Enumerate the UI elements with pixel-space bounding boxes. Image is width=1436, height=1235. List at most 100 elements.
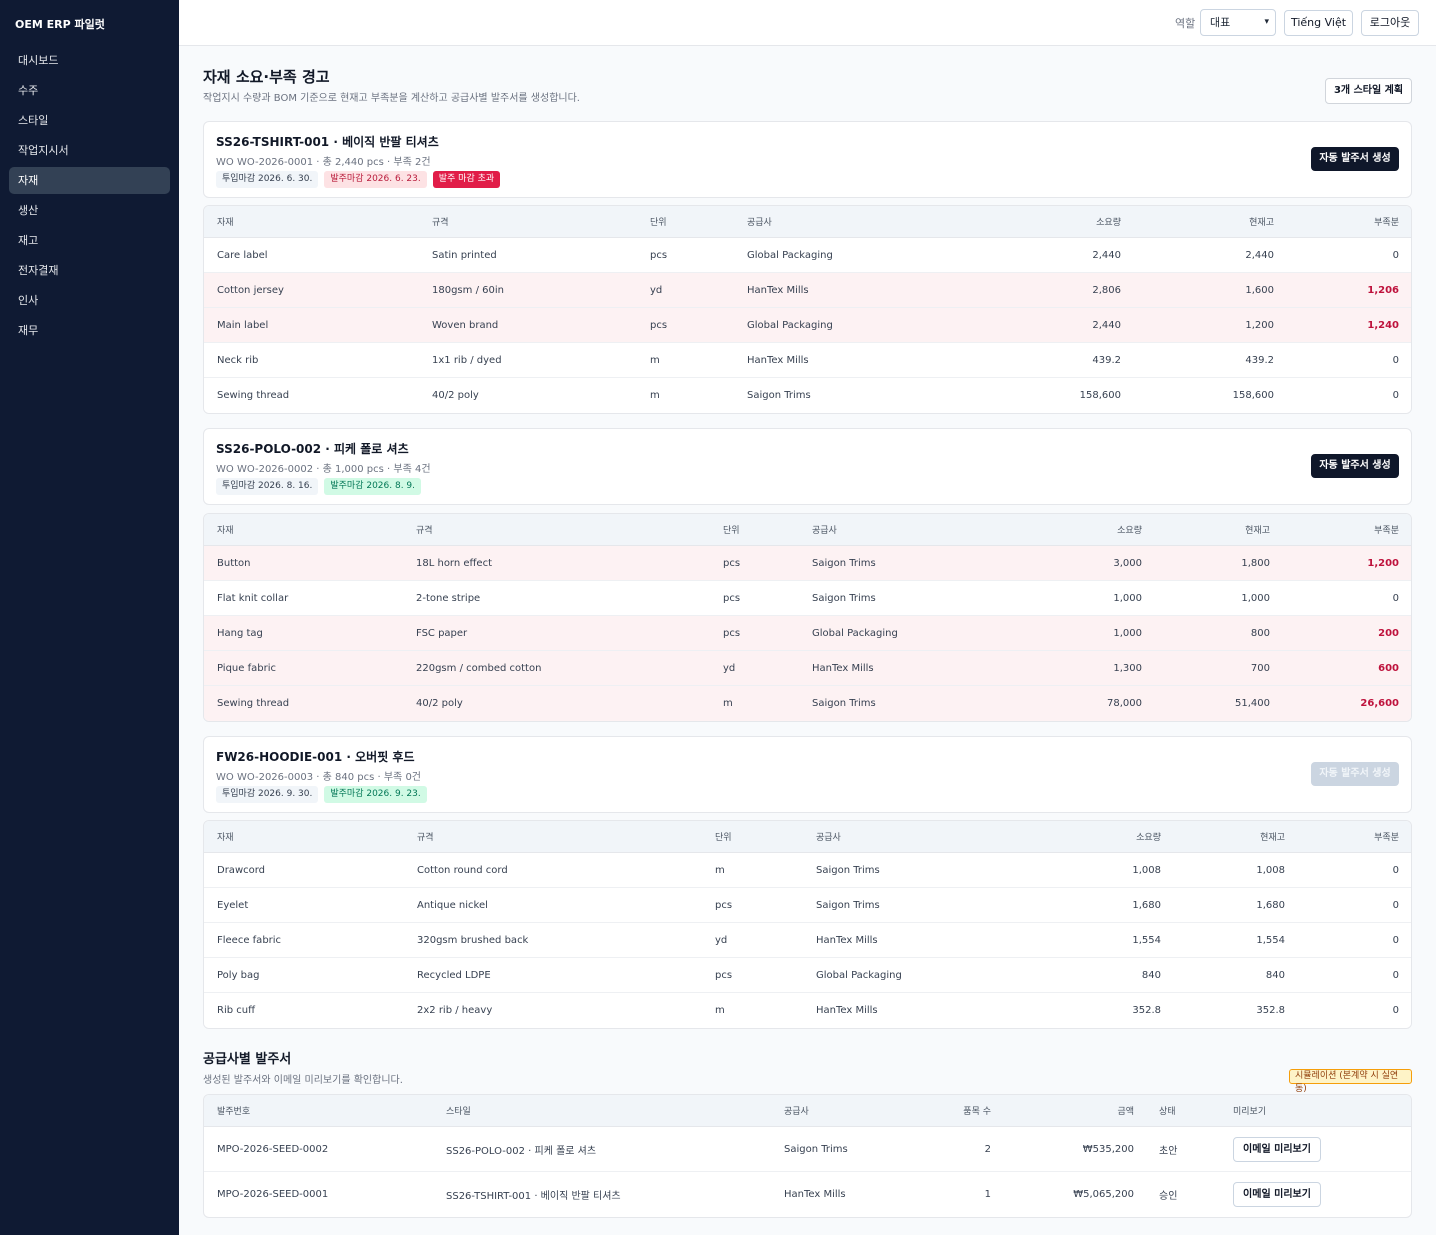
table-row: Care label Satin printed pcs Global Packagi… xyxy=(204,238,1411,273)
cell-shortage: 0 xyxy=(1392,249,1399,261)
po-table-header: 발주번호 스타일 공급사 품목 수 금액 상태 미리보기 xyxy=(204,1095,1411,1127)
cell-shortage: 1,206 xyxy=(1367,284,1399,296)
cell-supplier: Global Packaging xyxy=(816,969,902,981)
language-button[interactable]: Tiếng Việt xyxy=(1284,10,1353,36)
cell-unit: pcs xyxy=(723,592,741,604)
cell-spec: Antique nickel xyxy=(417,899,488,911)
cell-unit: pcs xyxy=(715,969,733,981)
cell-required: 158,600 xyxy=(1079,390,1121,401)
cell-supplier: Global Packaging xyxy=(747,249,833,261)
sidebar-item[interactable]: 작업지시서 xyxy=(18,144,69,157)
table-row: Button 18L horn effect pcs Saigon Trims 3,00… xyxy=(204,546,1411,581)
cell-material: Rib cuff xyxy=(217,1005,255,1016)
sidebar-item[interactable]: 재무 xyxy=(18,324,39,337)
cell-required: 1,000 xyxy=(1113,592,1142,604)
table-row: MPO-2026-SEED-0002 SS26-POLO-002 · 피케 폴로 … xyxy=(204,1127,1411,1172)
col-stock: 현재고 xyxy=(1245,526,1270,536)
col-supplier: 공급사 xyxy=(812,526,837,536)
table-row: Main label Woven brand pcs Global Packaging… xyxy=(204,308,1411,343)
role-select[interactable]: 대표 ▾ xyxy=(1200,9,1276,36)
sidebar-item[interactable]: 인사 xyxy=(18,294,39,307)
cell-required: 2,806 xyxy=(1092,284,1121,296)
plan-pills: 투입마감 2026. 9. 30. 발주마감 2026. 9. 23. xyxy=(216,786,427,803)
cell-required: 1,000 xyxy=(1113,627,1142,639)
table-row: Fleece fabric 320gsm brushed back yd HanTex… xyxy=(204,923,1411,958)
topbar: 역할 대표 ▾ Tiếng Việt 로그아웃 xyxy=(179,0,1436,46)
cell-status: 초안 xyxy=(1159,1145,1178,1157)
cell-unit: pcs xyxy=(715,899,733,911)
sidebar-item[interactable]: 수주 xyxy=(18,84,39,97)
col-unit: 단위 xyxy=(723,526,740,536)
plan-count-badge: 3개 스타일 계획 xyxy=(1325,78,1412,104)
cell-shortage: 26,600 xyxy=(1360,698,1399,709)
cell-shortage: 0 xyxy=(1392,1005,1399,1016)
cell-material: Main label xyxy=(217,319,269,331)
cell-material: Button xyxy=(217,557,251,569)
table-row: Pique fabric 220gsm / combed cotton yd HanT… xyxy=(204,651,1411,686)
plan-meta: WO WO-2026-0002 · 총 1,000 pcs · 부족 4건 xyxy=(216,464,431,475)
cell-material: Hang tag xyxy=(217,627,263,639)
plan-meta: WO WO-2026-0001 · 총 2,440 pcs · 부족 2건 xyxy=(216,157,431,168)
cell-supplier: Saigon Trims xyxy=(816,899,880,911)
cell-supplier: HanTex Mills xyxy=(747,284,809,296)
deadline-pill: 발주마감 2026. 6. 23. xyxy=(324,171,427,188)
plan-pills: 투입마감 2026. 8. 16. 발주마감 2026. 8. 9. xyxy=(216,478,422,495)
sidebar-item[interactable]: 대시보드 xyxy=(18,54,59,67)
cell-spec: Cotton round cord xyxy=(417,864,508,876)
cell-material: Poly bag xyxy=(217,969,260,981)
cell-spec: Recycled LDPE xyxy=(417,969,491,981)
cell-required: 840 xyxy=(1141,969,1161,981)
col-style: 스타일 xyxy=(446,1107,471,1117)
col-spec: 규격 xyxy=(417,833,434,843)
sidebar-item[interactable]: 재고 xyxy=(18,234,39,247)
cell-style: SS26-POLO-002 · 피케 폴로 셔츠 xyxy=(446,1145,597,1157)
cell-required: 352.8 xyxy=(1132,1005,1161,1016)
cell-material: Flat knit collar xyxy=(217,592,289,604)
logout-button[interactable]: 로그아웃 xyxy=(1361,10,1419,36)
sidebar-item[interactable]: 생산 xyxy=(18,204,39,217)
sidebar-item[interactable]: 자재 xyxy=(9,167,170,194)
po-table: 발주번호 스타일 공급사 품목 수 금액 상태 미리보기 MPO-2026-SE… xyxy=(203,1094,1412,1218)
material-table-header: 자재 규격 단위 공급사 소요량 현재고 부족분 xyxy=(204,821,1411,853)
cell-shortage: 1,200 xyxy=(1367,557,1399,569)
email-preview-button[interactable]: 이메일 미리보기 xyxy=(1233,1182,1321,1207)
cell-unit: m xyxy=(723,698,733,709)
cell-spec: 2x2 rib / heavy xyxy=(417,1005,493,1016)
col-supplier: 공급사 xyxy=(816,833,841,843)
cell-unit: yd xyxy=(715,934,728,946)
deadline-pill: 발주마감 2026. 9. 23. xyxy=(324,786,427,803)
page-title: 자재 소요·부족 경고 xyxy=(203,68,330,86)
deadline-pill: 발주 마감 초과 xyxy=(432,171,501,188)
cell-supplier: Saigon Trims xyxy=(816,864,880,876)
table-row: Eyelet Antique nickel pcs Saigon Trims 1,680… xyxy=(204,888,1411,923)
table-row: Hang tag FSC paper pcs Global Packaging 1,00… xyxy=(204,616,1411,651)
cell-spec: Satin printed xyxy=(432,249,497,261)
cell-spec: 320gsm brushed back xyxy=(417,934,529,946)
cell-unit: m xyxy=(650,390,660,401)
auto-po-button[interactable]: 자동 발주서 생성 xyxy=(1311,147,1399,171)
col-shortage: 부족분 xyxy=(1374,833,1399,843)
auto-po-button[interactable]: 자동 발주서 생성 xyxy=(1311,454,1399,478)
po-section-title: 공급사별 발주서 xyxy=(203,1052,292,1067)
cell-unit: m xyxy=(650,354,660,366)
col-stock: 현재고 xyxy=(1249,218,1274,228)
cell-shortage: 1,240 xyxy=(1367,319,1399,331)
cell-stock: 158,600 xyxy=(1232,390,1274,401)
cell-required: 1,300 xyxy=(1113,662,1142,674)
col-required: 소요량 xyxy=(1117,526,1142,536)
cell-items: 2 xyxy=(984,1143,991,1155)
sidebar-item[interactable]: 스타일 xyxy=(18,114,49,127)
cell-material: Drawcord xyxy=(217,864,266,876)
cell-stock: 1,554 xyxy=(1256,934,1285,946)
email-preview-button[interactable]: 이메일 미리보기 xyxy=(1233,1137,1321,1162)
cell-spec: 40/2 poly xyxy=(416,698,463,709)
cell-spec: FSC paper xyxy=(416,627,468,639)
cell-shortage: 600 xyxy=(1378,662,1399,674)
cell-required: 1,008 xyxy=(1132,864,1161,876)
cell-shortage: 0 xyxy=(1392,969,1399,981)
material-table: 자재 규격 단위 공급사 소요량 현재고 부족분 Care label Satin printe… xyxy=(203,205,1412,414)
col-supplier: 공급사 xyxy=(747,218,772,228)
table-row: Drawcord Cotton round cord m Saigon Trims 1,… xyxy=(204,853,1411,888)
sidebar-item[interactable]: 전자결재 xyxy=(18,264,59,277)
